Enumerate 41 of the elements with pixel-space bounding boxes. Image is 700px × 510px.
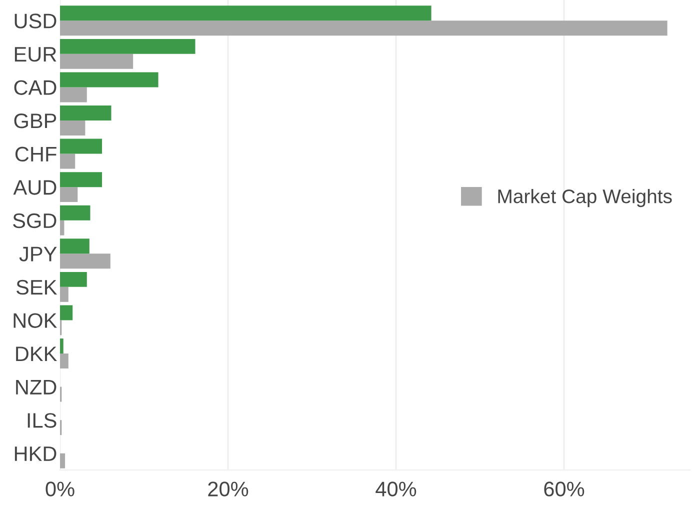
bar	[60, 205, 90, 220]
bar	[60, 154, 76, 169]
bar	[60, 6, 432, 21]
bar	[60, 220, 64, 236]
y-tick-label: ILS	[28, 413, 56, 428]
bar	[60, 87, 87, 102]
y-tick-label: GBP	[14, 113, 56, 128]
y-tick-label: HKD	[14, 446, 56, 461]
bar	[60, 54, 134, 69]
bar	[60, 106, 112, 120]
y-tick-label: SEK	[16, 280, 57, 295]
y-tick-label: NZD	[16, 380, 56, 394]
x-tick-label: 0%	[46, 482, 74, 496]
y-tick-label: DKK	[16, 346, 57, 362]
bar	[60, 453, 66, 468]
bar	[60, 72, 158, 88]
bar	[60, 20, 668, 36]
legend-label: Market Cap Weights	[498, 188, 672, 208]
y-tick-label: CAD	[14, 80, 56, 95]
bar	[60, 238, 90, 254]
bar	[60, 120, 86, 136]
y-tick-label: JPY	[19, 246, 57, 262]
y-tick-label: CHF	[15, 146, 56, 162]
x-tick-label: 20%	[208, 482, 248, 496]
bar	[60, 38, 196, 54]
bar	[60, 338, 64, 354]
bar	[60, 354, 68, 368]
bar	[60, 272, 87, 287]
bar	[60, 305, 73, 320]
x-tick-label: 40%	[376, 482, 416, 496]
bar	[60, 138, 102, 154]
x-tick-label: 60%	[544, 482, 584, 496]
y-tick-label: AUD	[13, 180, 56, 195]
y-tick-label: USD	[14, 14, 56, 28]
bar	[60, 254, 110, 269]
y-tick-label: NOK	[14, 313, 57, 328]
y-tick-label: EUR	[14, 47, 56, 62]
bar	[60, 286, 68, 302]
bar	[60, 172, 102, 188]
y-tick-label: SGD	[13, 213, 56, 228]
bar	[60, 187, 78, 202]
